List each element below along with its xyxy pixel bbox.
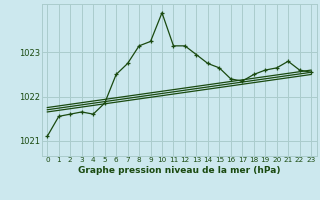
X-axis label: Graphe pression niveau de la mer (hPa): Graphe pression niveau de la mer (hPa) [78,166,280,175]
